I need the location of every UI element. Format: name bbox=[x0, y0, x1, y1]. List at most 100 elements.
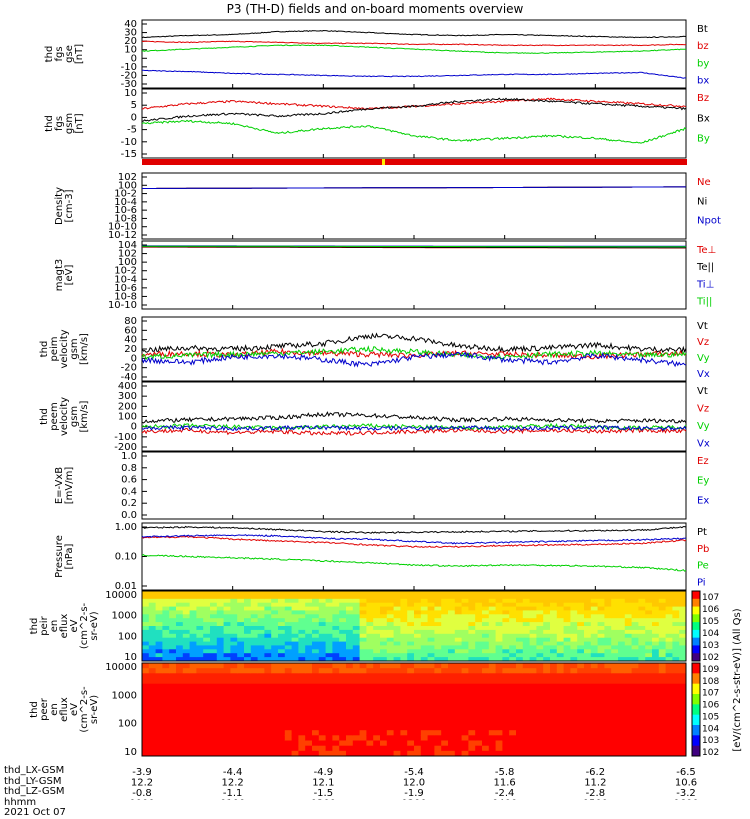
heatmap-cell bbox=[292, 735, 299, 741]
heatmap-cell bbox=[672, 730, 679, 736]
heatmap-cell bbox=[489, 591, 496, 595]
status-bar bbox=[142, 159, 687, 165]
heatmap-cell bbox=[271, 694, 278, 700]
heatmap-cell bbox=[482, 679, 489, 685]
heatmap-cell bbox=[577, 610, 584, 614]
heatmap-cell bbox=[258, 689, 265, 695]
heatmap-cell bbox=[645, 710, 652, 716]
heatmap-cell bbox=[523, 704, 530, 710]
heatmap-cell bbox=[638, 689, 645, 695]
heatmap-cell bbox=[278, 626, 285, 630]
heatmap-cell bbox=[149, 630, 156, 634]
heatmap-cell bbox=[264, 591, 271, 595]
heatmap-cell bbox=[366, 642, 373, 646]
heatmap-cell bbox=[462, 741, 469, 747]
heatmap-cell bbox=[244, 730, 251, 736]
heatmap-cell bbox=[523, 668, 530, 674]
heatmap-cell bbox=[611, 704, 618, 710]
heatmap-cell bbox=[564, 591, 571, 595]
heatmap-cell bbox=[496, 599, 503, 603]
heatmap-cell bbox=[462, 591, 469, 595]
heatmap-cell bbox=[183, 746, 190, 752]
heatmap-cell bbox=[421, 741, 428, 747]
heatmap-cell bbox=[394, 591, 401, 595]
heatmap-cell bbox=[360, 626, 367, 630]
heatmap-cell bbox=[203, 599, 210, 603]
heatmap-cell bbox=[666, 720, 673, 726]
heatmap-cell bbox=[305, 610, 312, 614]
heatmap-cell bbox=[611, 622, 618, 626]
heatmap-cell bbox=[319, 715, 326, 721]
heatmap-cell bbox=[407, 634, 414, 638]
heatmap-cell bbox=[550, 630, 557, 634]
heatmap-cell bbox=[183, 599, 190, 603]
heatmap-cell bbox=[190, 684, 197, 690]
heatmap-cell bbox=[332, 741, 339, 747]
heatmap-cell bbox=[394, 725, 401, 731]
heatmap-cell bbox=[666, 730, 673, 736]
heatmap-cell bbox=[210, 618, 217, 622]
heatmap-cell bbox=[421, 645, 428, 649]
heatmap-cell bbox=[190, 689, 197, 695]
heatmap-cell bbox=[666, 607, 673, 611]
heatmap-cell bbox=[407, 715, 414, 721]
heatmap-cell bbox=[224, 649, 231, 653]
heatmap-cell bbox=[210, 715, 217, 721]
heatmap-cell bbox=[169, 614, 176, 618]
heatmap-cell bbox=[230, 649, 237, 653]
heatmap-cell bbox=[203, 634, 210, 638]
heatmap-cell bbox=[176, 591, 183, 595]
heatmap-cell bbox=[183, 741, 190, 747]
heatmap-cell bbox=[557, 603, 564, 607]
heatmap-cell bbox=[482, 642, 489, 646]
heatmap-cell bbox=[387, 599, 394, 603]
heatmap-cell bbox=[305, 684, 312, 690]
heatmap-cell bbox=[183, 595, 190, 599]
heatmap-cell bbox=[373, 638, 380, 642]
heatmap-cell bbox=[564, 689, 571, 695]
ephem-value: 10.6 bbox=[675, 778, 697, 789]
heatmap-cell bbox=[455, 618, 462, 622]
heatmap-cell bbox=[428, 735, 435, 741]
panel-temperature: magt3[eV]10410210010-210-410-610-810-10T… bbox=[54, 240, 716, 311]
heatmap-cell bbox=[502, 735, 509, 741]
heatmap-cell bbox=[360, 630, 367, 634]
heatmap-cell bbox=[659, 634, 666, 638]
heatmap-cell bbox=[591, 689, 598, 695]
heatmap-cell bbox=[468, 704, 475, 710]
heatmap-cell bbox=[162, 673, 169, 679]
heatmap-cell bbox=[162, 622, 169, 626]
heatmap-cell bbox=[482, 607, 489, 611]
heatmap-cell bbox=[611, 595, 618, 599]
heatmap-cell bbox=[366, 668, 373, 674]
heatmap-cell bbox=[203, 694, 210, 700]
heatmap-cell bbox=[373, 626, 380, 630]
heatmap-cell bbox=[577, 642, 584, 646]
heatmap-cell bbox=[421, 679, 428, 685]
heatmap-cell bbox=[441, 610, 448, 614]
heatmap-cell bbox=[455, 642, 462, 646]
heatmap-cell bbox=[312, 725, 319, 731]
heatmap-cell bbox=[183, 684, 190, 690]
heatmap-cell bbox=[414, 684, 421, 690]
heatmap-cell bbox=[502, 730, 509, 736]
heatmap-cell bbox=[258, 618, 265, 622]
colorbar-tick: 108 bbox=[702, 677, 719, 687]
heatmap-cell bbox=[421, 618, 428, 622]
heatmap-cell bbox=[346, 618, 353, 622]
heatmap-cell bbox=[203, 638, 210, 642]
heatmap-cell bbox=[564, 741, 571, 747]
heatmap-cell bbox=[516, 638, 523, 642]
heatmap-cell bbox=[346, 642, 353, 646]
heatmap-cell bbox=[625, 626, 632, 630]
heatmap-cell bbox=[475, 626, 482, 630]
heatmap-cell bbox=[414, 710, 421, 716]
heatmap-cell bbox=[380, 595, 387, 599]
heatmap-cell bbox=[509, 730, 516, 736]
heatmap-cell bbox=[373, 591, 380, 595]
heatmap-cell bbox=[632, 634, 639, 638]
heatmap-cell bbox=[564, 645, 571, 649]
